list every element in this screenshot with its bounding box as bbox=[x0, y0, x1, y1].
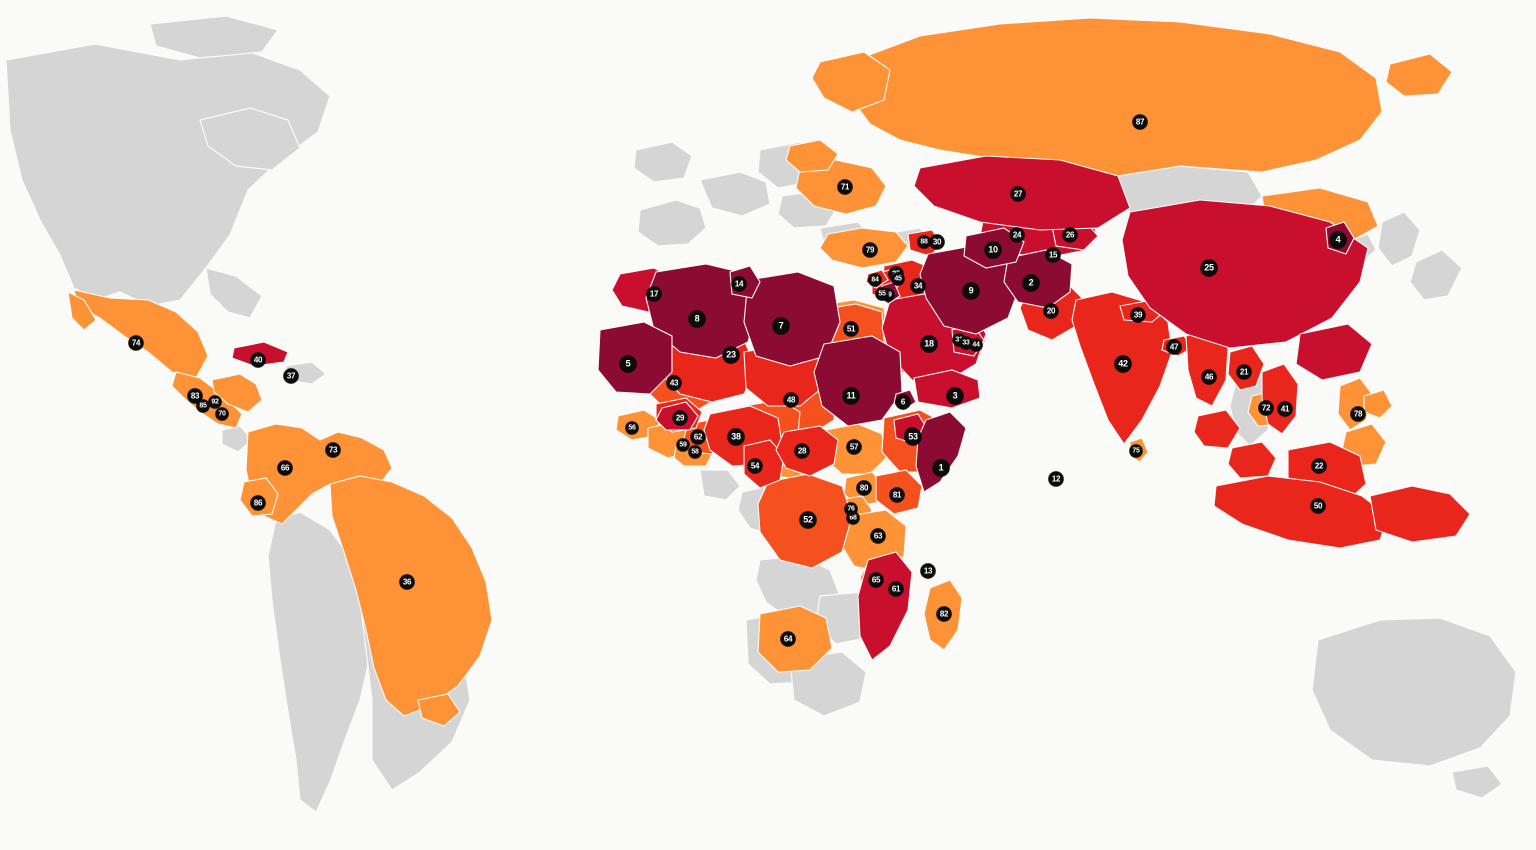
map-marker-rank-55[interactable]: 55 bbox=[875, 287, 889, 301]
map-marker-rank-50[interactable]: 50 bbox=[1310, 498, 1326, 514]
map-marker-rank-9[interactable]: 9 bbox=[962, 282, 980, 300]
map-marker-rank-18[interactable]: 18 bbox=[920, 335, 938, 353]
map-marker-rank-26[interactable]: 26 bbox=[1062, 227, 1078, 243]
map-marker-rank-58[interactable]: 58 bbox=[688, 445, 702, 459]
map-marker-rank-2[interactable]: 2 bbox=[1022, 274, 1040, 292]
map-marker-rank-1[interactable]: 1 bbox=[932, 459, 950, 477]
map-marker-rank-88[interactable]: 88 bbox=[917, 235, 931, 249]
map-marker-rank-11[interactable]: 11 bbox=[842, 387, 860, 405]
map-marker-rank-24[interactable]: 24 bbox=[1009, 227, 1025, 243]
map-marker-rank-6[interactable]: 6 bbox=[895, 394, 911, 410]
map-marker-rank-14[interactable]: 14 bbox=[731, 276, 747, 292]
map-marker-rank-22[interactable]: 22 bbox=[1311, 458, 1327, 474]
map-marker-rank-59[interactable]: 59 bbox=[676, 438, 690, 452]
map-marker-rank-10[interactable]: 10 bbox=[984, 241, 1002, 259]
map-marker-rank-70[interactable]: 70 bbox=[215, 407, 229, 421]
map-marker-rank-86[interactable]: 86 bbox=[250, 495, 266, 511]
map-marker-rank-41[interactable]: 41 bbox=[1277, 401, 1293, 417]
map-marker-rank-25[interactable]: 25 bbox=[1200, 259, 1218, 277]
map-marker-rank-45[interactable]: 45 bbox=[891, 272, 905, 286]
map-marker-rank-29[interactable]: 29 bbox=[672, 410, 688, 426]
map-marker-rank-92[interactable]: 92 bbox=[208, 395, 222, 409]
map-marker-rank-37[interactable]: 37 bbox=[283, 368, 299, 384]
map-marker-rank-78[interactable]: 78 bbox=[1350, 406, 1366, 422]
map-marker-rank-54[interactable]: 54 bbox=[747, 458, 763, 474]
map-marker-rank-62[interactable]: 62 bbox=[690, 429, 706, 445]
map-marker-rank-52[interactable]: 52 bbox=[799, 511, 817, 529]
map-marker-rank-65[interactable]: 65 bbox=[868, 572, 884, 588]
map-marker-rank-30[interactable]: 30 bbox=[929, 234, 945, 250]
map-marker-rank-15[interactable]: 15 bbox=[1045, 247, 1061, 263]
map-marker-rank-34[interactable]: 34 bbox=[910, 278, 926, 294]
map-marker-rank-5[interactable]: 5 bbox=[619, 355, 637, 373]
map-marker-rank-79[interactable]: 79 bbox=[862, 242, 878, 258]
map-marker-rank-20[interactable]: 20 bbox=[1043, 303, 1059, 319]
map-marker-rank-85[interactable]: 85 bbox=[196, 399, 210, 413]
map-marker-rank-56[interactable]: 56 bbox=[625, 421, 639, 435]
map-marker-rank-72[interactable]: 72 bbox=[1258, 400, 1274, 416]
map-marker-rank-12[interactable]: 12 bbox=[1048, 471, 1064, 487]
map-marker-rank-28[interactable]: 28 bbox=[794, 443, 810, 459]
map-marker-rank-53[interactable]: 53 bbox=[904, 428, 922, 446]
map-marker-rank-75[interactable]: 75 bbox=[1129, 444, 1143, 458]
map-marker-rank-76[interactable]: 76 bbox=[844, 502, 858, 516]
map-marker-rank-21[interactable]: 21 bbox=[1236, 364, 1252, 380]
map-marker-rank-7[interactable]: 7 bbox=[772, 317, 790, 335]
map-marker-rank-81[interactable]: 81 bbox=[889, 487, 905, 503]
map-marker-rank-43[interactable]: 43 bbox=[666, 375, 682, 391]
map-marker-rank-84[interactable]: 84 bbox=[868, 273, 882, 287]
landmass-unranked bbox=[5, 15, 1517, 813]
map-marker-rank-51[interactable]: 51 bbox=[843, 321, 859, 337]
map-marker-rank-63[interactable]: 63 bbox=[870, 528, 886, 544]
map-marker-rank-71[interactable]: 71 bbox=[837, 179, 853, 195]
map-marker-rank-4[interactable]: 4 bbox=[1329, 231, 1347, 249]
map-marker-rank-17[interactable]: 17 bbox=[646, 286, 662, 302]
map-marker-rank-36[interactable]: 36 bbox=[399, 574, 415, 590]
map-marker-rank-27[interactable]: 27 bbox=[1010, 186, 1026, 202]
map-marker-rank-82[interactable]: 82 bbox=[936, 606, 952, 622]
map-marker-rank-42[interactable]: 42 bbox=[1114, 355, 1132, 373]
map-marker-rank-38[interactable]: 38 bbox=[727, 428, 745, 446]
map-marker-rank-66[interactable]: 66 bbox=[277, 460, 293, 476]
map-marker-rank-47[interactable]: 47 bbox=[1166, 339, 1182, 355]
map-marker-rank-23[interactable]: 23 bbox=[722, 346, 740, 364]
map-marker-rank-3[interactable]: 3 bbox=[946, 387, 964, 405]
map-marker-rank-39[interactable]: 39 bbox=[1130, 307, 1146, 323]
map-marker-rank-8[interactable]: 8 bbox=[688, 310, 706, 328]
map-marker-rank-74[interactable]: 74 bbox=[128, 335, 144, 351]
map-marker-rank-61[interactable]: 61 bbox=[888, 581, 904, 597]
map-marker-rank-64[interactable]: 64 bbox=[780, 631, 796, 647]
map-marker-rank-33[interactable]: 33 bbox=[959, 336, 973, 350]
map-marker-rank-73[interactable]: 73 bbox=[325, 442, 341, 458]
map-marker-rank-44[interactable]: 44 bbox=[969, 338, 983, 352]
map-marker-rank-87[interactable]: 87 bbox=[1132, 114, 1148, 130]
map-marker-rank-48[interactable]: 48 bbox=[783, 392, 799, 408]
map-marker-rank-13[interactable]: 13 bbox=[920, 563, 936, 579]
map-marker-rank-46[interactable]: 46 bbox=[1201, 369, 1217, 385]
map-marker-rank-40[interactable]: 40 bbox=[250, 352, 266, 368]
map-marker-rank-57[interactable]: 57 bbox=[846, 439, 862, 455]
map-marker-rank-80[interactable]: 80 bbox=[856, 480, 872, 496]
